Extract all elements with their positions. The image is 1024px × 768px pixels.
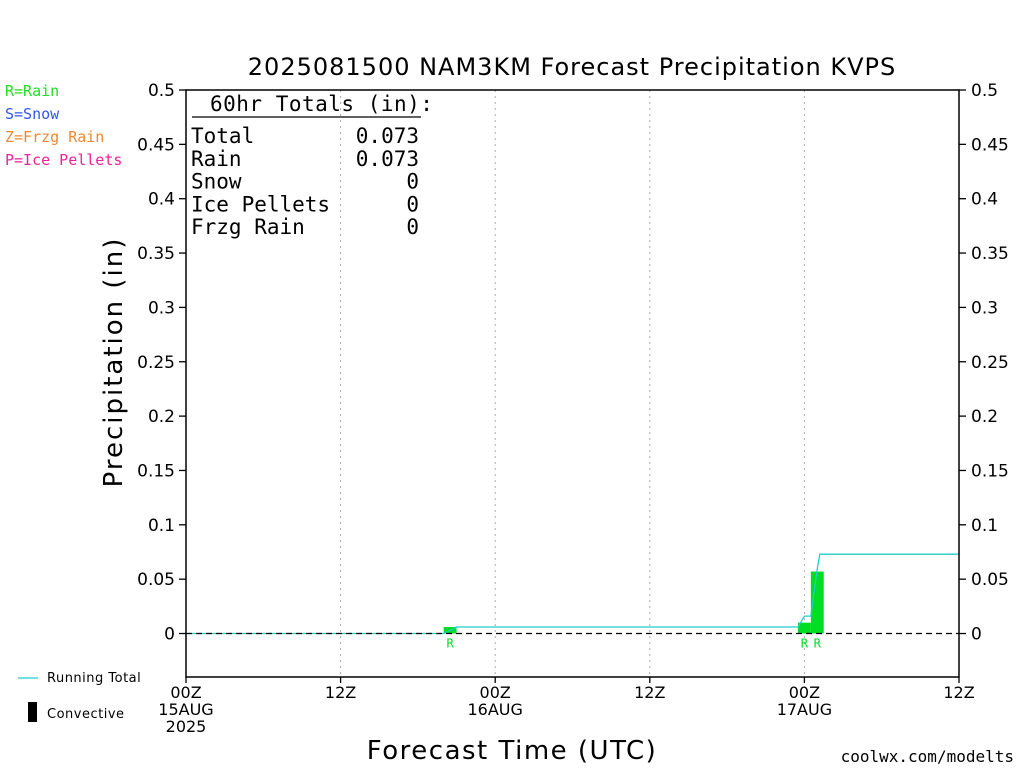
legend-running-total-label: Running Total [47, 671, 141, 686]
bar-type-label-1: R [801, 637, 809, 651]
x-tick-label-0-0: 00Z [170, 683, 201, 702]
x-tick-label-0-1: 15AUG [158, 700, 213, 719]
y-tick-label-left-10: 0.5 [148, 81, 175, 101]
y-tick-label-right-0: 0 [971, 625, 982, 645]
totals-row-label-2: Snow [191, 170, 242, 194]
totals-row-value-1: 0.073 [356, 147, 419, 171]
line-legend: Running Total Convective [18, 671, 141, 722]
legend-type-0: R=Rain [5, 82, 59, 100]
y-tick-label-right-7: 0.35 [971, 244, 1009, 264]
precip-bars [443, 571, 824, 634]
precip-bar-1 [797, 622, 811, 634]
credit-text: coolwx.com/modelts [841, 747, 1014, 766]
bar-type-label-0: R [446, 637, 454, 651]
totals-row-value-4: 0 [406, 215, 419, 239]
x-tick-label-1-0: 12Z [325, 683, 356, 702]
totals-title: 60hr Totals (in): [210, 92, 433, 116]
y-tick-label-right-5: 0.25 [971, 353, 1009, 373]
y-axis-left: 0 0.05 0.1 0.15 0.2 0.25 0.3 0.35 0.4 0.45 0.5 [137, 81, 186, 645]
totals-row-label-0: Total [191, 124, 254, 148]
precip-type-legend: R=Rain S=Snow Z=Frzg Rain P=Ice Pellets [5, 82, 122, 169]
legend-type-1: S=Snow [5, 105, 60, 123]
x-tick-label-0-2: 2025 [166, 717, 207, 736]
x-tick-label-3-0: 12Z [634, 683, 665, 702]
y-tick-label-left-4: 0.2 [148, 407, 175, 427]
legend-convective-label: Convective [47, 707, 125, 722]
precip-bar-2 [810, 571, 824, 634]
y-axis-right: 0 0.05 0.1 0.15 0.2 0.25 0.3 0.35 0.4 0.45 0.5 [959, 81, 1009, 645]
y-tick-label-right-2: 0.1 [971, 516, 998, 536]
y-tick-label-right-10: 0.5 [971, 81, 998, 101]
totals-row-label-4: Frzg Rain [191, 215, 305, 239]
y-tick-label-right-4: 0.2 [971, 407, 998, 427]
x-tick-label-2-0: 00Z [480, 683, 511, 702]
plot-frame [185, 89, 960, 678]
totals-row-value-0: 0.073 [356, 124, 419, 148]
x-tick-label-4-0: 00Z [789, 683, 820, 702]
x-axis-label: Forecast Time (UTC) [367, 736, 658, 766]
y-tick-label-left-8: 0.4 [148, 190, 175, 210]
y-tick-label-left-6: 0.3 [148, 298, 175, 318]
y-tick-label-left-7: 0.35 [137, 244, 175, 264]
y-tick-label-right-8: 0.4 [971, 190, 998, 210]
bar-type-label-2: R [814, 637, 822, 651]
chart-title: 2025081500 NAM3KM Forecast Precipitation… [248, 53, 896, 81]
y-tick-label-right-9: 0.45 [971, 135, 1009, 155]
x-tick-label-5-0: 12Z [943, 683, 974, 702]
running-total-line [186, 553, 959, 635]
y-tick-label-left-9: 0.45 [137, 135, 175, 155]
y-tick-label-right-6: 0.3 [971, 298, 998, 318]
totals-row-label-3: Ice Pellets [191, 192, 330, 216]
y-axis-label: Precipitation (in) [99, 237, 129, 488]
legend-type-3: P=Ice Pellets [5, 151, 122, 169]
y-tick-label-left-3: 0.15 [137, 461, 175, 481]
y-tick-label-right-3: 0.15 [971, 461, 1009, 481]
totals-box: 60hr Totals (in): Total 0.073 Rain 0.073 Snow… [191, 92, 433, 239]
legend-type-2: Z=Frzg Rain [5, 128, 104, 146]
totals-row-value-2: 0 [406, 170, 419, 194]
grid-lines [340, 90, 805, 677]
y-tick-label-left-1: 0.05 [137, 570, 175, 590]
y-tick-label-left-5: 0.25 [137, 353, 175, 373]
y-tick-label-right-1: 0.05 [971, 570, 1009, 590]
totals-row-label-1: Rain [191, 147, 242, 171]
x-tick-label-4-1: 17AUG [777, 700, 832, 719]
legend-convective-swatch [28, 702, 37, 722]
x-tick-label-2-1: 16AUG [467, 700, 522, 719]
y-tick-label-left-0: 0 [164, 625, 175, 645]
y-tick-label-left-2: 0.1 [148, 516, 175, 536]
totals-row-value-3: 0 [406, 192, 419, 216]
